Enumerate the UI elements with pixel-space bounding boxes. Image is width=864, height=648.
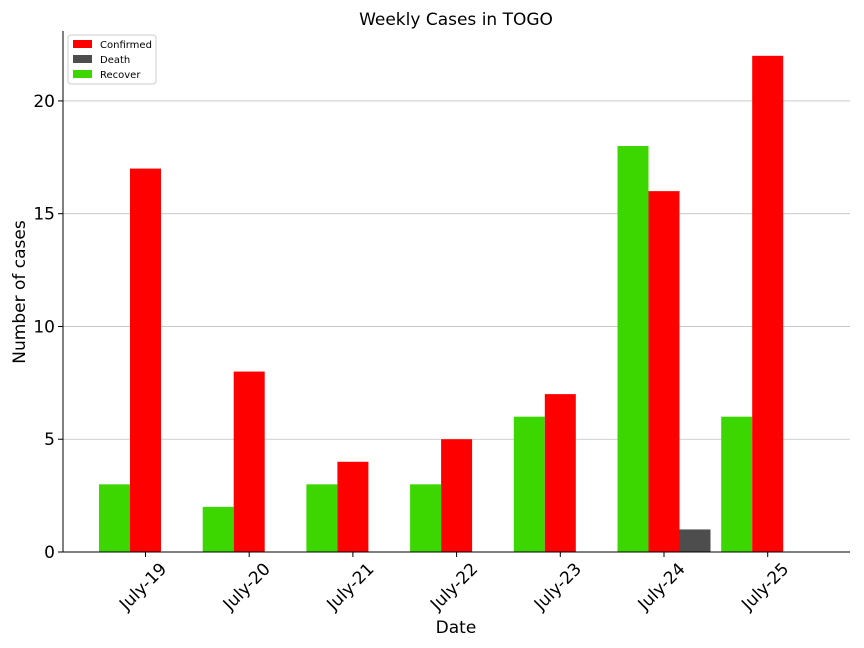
legend-label-confirmed: Confirmed <box>100 40 152 51</box>
x-tick-label: July-21 <box>323 559 379 615</box>
x-tick-label: July-25 <box>737 559 793 615</box>
bar-confirmed <box>130 168 161 553</box>
bar-recover <box>306 484 338 552</box>
bar-confirmed <box>441 439 473 552</box>
bar-recover <box>513 416 545 552</box>
bar-confirmed <box>544 394 576 552</box>
bar-confirmed <box>337 461 369 552</box>
bar-recover <box>410 484 442 552</box>
y-axis-label: Number of cases <box>10 220 30 364</box>
bar-recover <box>617 146 649 552</box>
bar-confirmed <box>752 55 784 553</box>
legend-label-recover: Recover <box>100 70 141 81</box>
legend-swatch-recover <box>73 70 92 78</box>
x-ticks: July-19 July-20 July-21 July-22 July-23 July-… <box>115 552 793 615</box>
x-axis-label: Date <box>436 618 477 638</box>
y-tick-label: 20 <box>33 92 55 112</box>
legend-swatch-confirmed <box>73 40 92 48</box>
y-tick-label: 0 <box>44 543 55 563</box>
legend-label-death: Death <box>100 55 130 66</box>
x-tick-label: July-19 <box>115 559 171 615</box>
bars <box>99 55 784 553</box>
bar-confirmed <box>648 191 680 552</box>
bar-death <box>679 529 711 552</box>
y-tick-label: 15 <box>33 205 55 225</box>
chart-title: Weekly Cases in TOGO <box>359 10 553 30</box>
bar-recover <box>99 484 130 552</box>
y-tick-label: 10 <box>33 317 55 337</box>
y-ticks: 0 5 10 15 20 <box>33 92 63 563</box>
x-tick-label: July-22 <box>426 559 482 615</box>
legend: Confirmed Death Recover <box>67 34 157 85</box>
x-tick-label: July-23 <box>530 559 586 615</box>
y-tick-label: 5 <box>44 430 55 450</box>
x-tick-label: July-20 <box>219 559 275 615</box>
gridlines <box>63 100 850 440</box>
bar-recover <box>721 416 753 552</box>
bar-recover <box>202 506 234 552</box>
bar-confirmed <box>233 371 265 552</box>
x-tick-label: July-24 <box>634 559 690 615</box>
legend-swatch-death <box>73 55 92 63</box>
